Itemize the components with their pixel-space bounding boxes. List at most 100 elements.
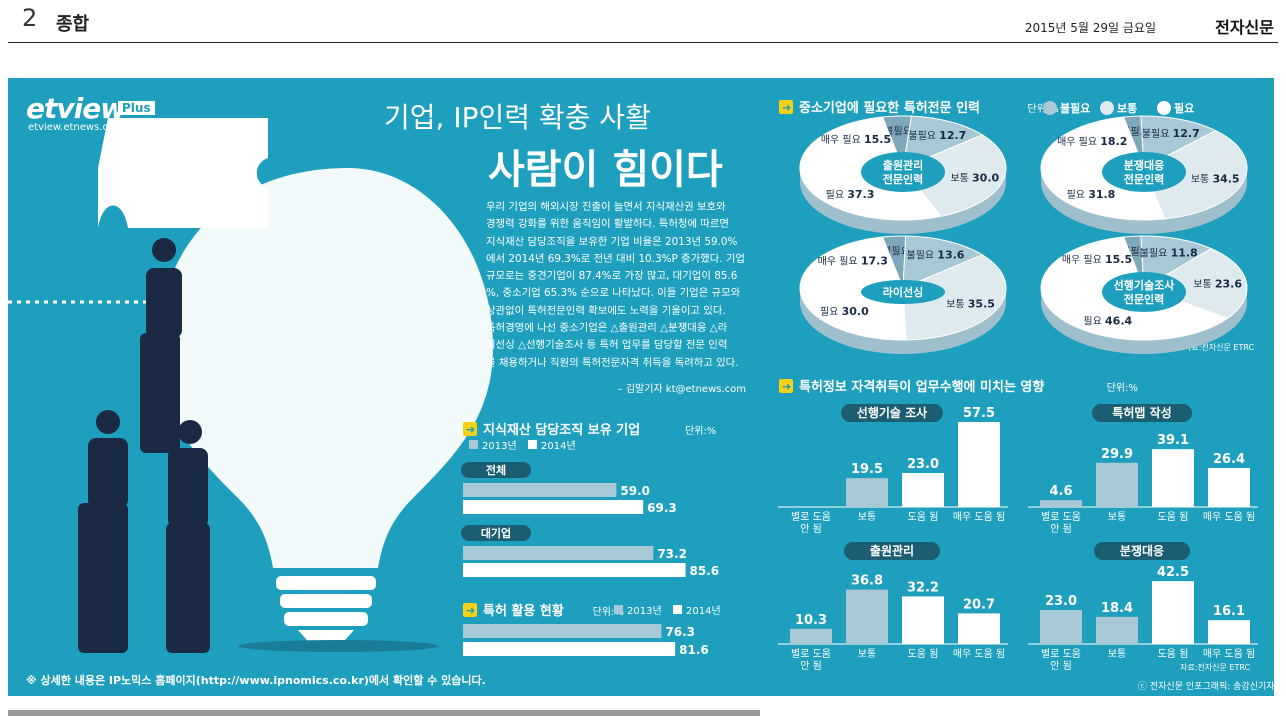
pie-center: [861, 280, 945, 304]
legend-swatch-2013: [614, 605, 623, 614]
pie-name: 라이선싱: [883, 285, 923, 299]
infographic-panel: ➜ 지식재산 담당조직 보유 기업 단위:% 2013년 2014년 전체 59.0 69.3…: [8, 78, 1274, 696]
legend-label: 필요: [1174, 101, 1194, 115]
bar-value-label: 85.6: [690, 564, 720, 578]
category-label: 안 됨: [800, 660, 822, 672]
bar-value-label: 69.3: [647, 501, 677, 515]
legend-swatch: [1157, 101, 1171, 115]
pie-slice: [902, 134, 1007, 217]
pie-name: 전문인력: [883, 172, 923, 186]
article-headline: 사람이 힘이다: [488, 147, 723, 193]
lead-paragraph: 우리 기업의 해외시장 진출이 늘면서 지식재산권 보호와 경쟁력 강화를 위한 …: [486, 201, 745, 369]
category-label: 보통: [858, 648, 876, 660]
legend-swatch-2014: [673, 605, 682, 614]
pie-slice-label: 보통 23.6: [1193, 278, 1242, 291]
businessmen-illustration: [78, 238, 210, 653]
page-number: 2: [22, 4, 38, 32]
category-label: 도움 됨: [908, 511, 939, 523]
chart-unit: 단위:%: [1107, 381, 1138, 394]
footnote: ※ 상세한 내용은 IP노믹스 홈페이지(http://www.ipnomics…: [26, 674, 486, 687]
bar: [463, 563, 686, 577]
pie: 전혀 불필요 2.7불필요 11.8보통 23.6필요 46.4매우 필요 15…: [1040, 235, 1248, 354]
pie-slice-label: 매우 필요 15.5: [1062, 253, 1132, 266]
bar-value-label: 20.7: [963, 597, 995, 612]
bar: [1152, 449, 1194, 507]
pie-slice: [803, 236, 904, 289]
bar-value-label: 57.5: [963, 406, 995, 421]
category-label: 안 됨: [1050, 523, 1072, 535]
pie-center: [1102, 152, 1186, 192]
bar-value-label: 36.8: [851, 574, 883, 589]
category-label: 매우 도움 됨: [1203, 648, 1255, 660]
panel-pill: [841, 404, 943, 422]
bar-value-label: 73.2: [657, 547, 687, 561]
panel-pill: [1094, 542, 1190, 560]
pie-slice-label: 불필요 11.8: [1140, 247, 1198, 260]
chart-title: 특허정보 자격취득이 업무수행에 미치는 영향: [799, 379, 1044, 395]
pie-name: 전문인력: [1124, 292, 1164, 306]
panel-title: 분쟁대응: [1120, 543, 1164, 558]
legend-label: 불필요: [1060, 101, 1090, 115]
bar: [463, 624, 662, 638]
bar-value-label: 26.4: [1213, 452, 1245, 467]
category-label: 안 됨: [800, 523, 822, 535]
category-label: 별로 도움: [791, 648, 831, 660]
bar: [1152, 581, 1194, 644]
bar-value-label: 76.3: [665, 625, 695, 639]
pie-name: 분쟁대응: [1124, 158, 1164, 172]
bottom-bar: [8, 710, 760, 716]
pie: 전혀 불필요 4.5불필요 12.7보통 30.0필요 37.3매우 필요 15…: [799, 115, 1007, 234]
group-label: 전체: [486, 463, 506, 477]
panel-title: 특허맵 작성: [1112, 405, 1171, 420]
bar-value-label: 39.1: [1157, 433, 1189, 448]
pie: 전혀 불필요 2.7불필요 12.7보통 34.5필요 31.8매우 필요 18…: [1040, 115, 1248, 234]
pie-name: 출원관리: [883, 158, 923, 172]
panel-pill: [1092, 404, 1192, 422]
legend-label: 보통: [1117, 102, 1137, 115]
chart-title: 중소기업에 필요한 특허전문 인력: [799, 100, 980, 116]
bar: [1040, 610, 1082, 644]
bar: [1096, 616, 1138, 644]
chart-unit: 단위:%: [685, 424, 716, 437]
legend-label: 2014년: [541, 440, 576, 452]
bar: [1208, 620, 1250, 644]
panel-pill: [844, 542, 940, 560]
panel-title: 선행기술 조사: [857, 405, 927, 420]
chart-title: 지식재산 담당조직 보유 기업: [483, 422, 640, 438]
etview-url: etview.etnews.com: [28, 122, 124, 133]
arrow-icon: [779, 100, 793, 114]
category-label: 보통: [858, 511, 876, 523]
category-label: 별로 도움: [1041, 648, 1081, 660]
pie-slice-label: 필요 46.4: [1083, 315, 1132, 328]
bar-value-label: 23.0: [907, 457, 939, 472]
issue-date: 2015년 5월 29일 금요일: [1024, 21, 1156, 35]
bar-panel: 특허맵 작성 4.6 별로 도움안 됨 29.9 보통 39.1 도움 됨 26.4 매우 도움…: [1028, 404, 1258, 535]
bar-value-label: 4.6: [1049, 484, 1072, 499]
category-label: 별로 도움: [791, 511, 831, 523]
pie-slice-label: 보통 34.5: [1191, 172, 1240, 185]
bar-value-label: 29.9: [1101, 447, 1133, 462]
category-label: 별로 도움: [1041, 511, 1081, 523]
bar: [902, 596, 944, 644]
ground-shadow: [238, 640, 438, 652]
pie-slice: [902, 254, 1007, 341]
bar: [790, 628, 832, 644]
arrow-icon-glyph: ➜: [466, 604, 475, 617]
arrow-icon: [463, 422, 477, 436]
illustration: ➜ 지식재산 담당조직 보유 기업 단위:%2013년 2014년전체59.069.3…: [8, 100, 1258, 672]
category-label: 도움 됨: [908, 648, 939, 660]
bar-value-label: 10.3: [795, 613, 827, 628]
chart-source: 자료:전자신문 ETRC: [1180, 662, 1250, 672]
bar-value-label: 19.5: [851, 462, 883, 477]
bar-value-label: 18.4: [1101, 601, 1133, 616]
arrow-icon: [779, 379, 793, 393]
bar: [463, 483, 617, 497]
chart-source: 자료:전자신문 ETRC: [1184, 342, 1254, 352]
pie-slice-label: 매우 필요 17.3: [818, 254, 888, 267]
arrow-icon-glyph: ➜: [782, 380, 791, 393]
panel-title: 출원관리: [870, 543, 914, 558]
arrow-icon-glyph: ➜: [782, 101, 791, 114]
